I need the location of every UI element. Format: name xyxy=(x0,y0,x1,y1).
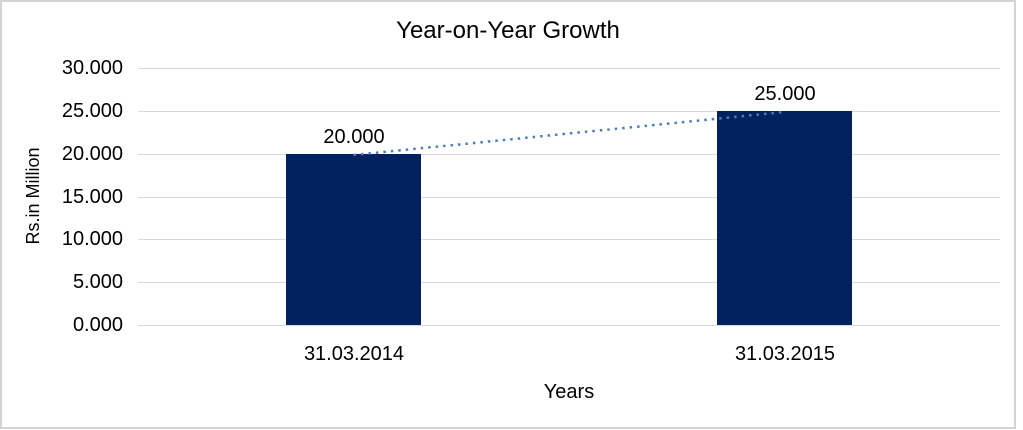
bar-value-label: 20.000 xyxy=(323,126,385,148)
gridline xyxy=(138,68,1000,69)
y-tick-label: 15.000 xyxy=(61,186,123,208)
y-tick-label: 10.000 xyxy=(61,228,123,250)
gridline xyxy=(138,111,1000,112)
gridline xyxy=(138,239,1000,240)
x-tick-label: 31.03.2015 xyxy=(734,343,836,365)
x-axis-title: Years xyxy=(543,381,595,403)
gridline xyxy=(138,197,1000,198)
y-tick-label: 20.000 xyxy=(61,143,123,165)
gridline xyxy=(138,282,1000,283)
y-tick-label: 30.000 xyxy=(61,57,123,79)
bar xyxy=(286,154,421,325)
y-tick-label: 25.000 xyxy=(61,100,123,122)
x-tick-label: 31.03.2014 xyxy=(303,343,405,365)
chart-title: Year-on-Year Growth xyxy=(396,17,620,44)
bar xyxy=(717,111,852,325)
gridline xyxy=(138,325,1000,326)
bar-value-label: 25.000 xyxy=(754,83,816,105)
y-tick-label: 0.000 xyxy=(72,314,123,336)
y-tick-label: 5.000 xyxy=(72,271,123,293)
gridline xyxy=(138,154,1000,155)
plot-area: 20.000 25.000 xyxy=(138,68,1000,326)
